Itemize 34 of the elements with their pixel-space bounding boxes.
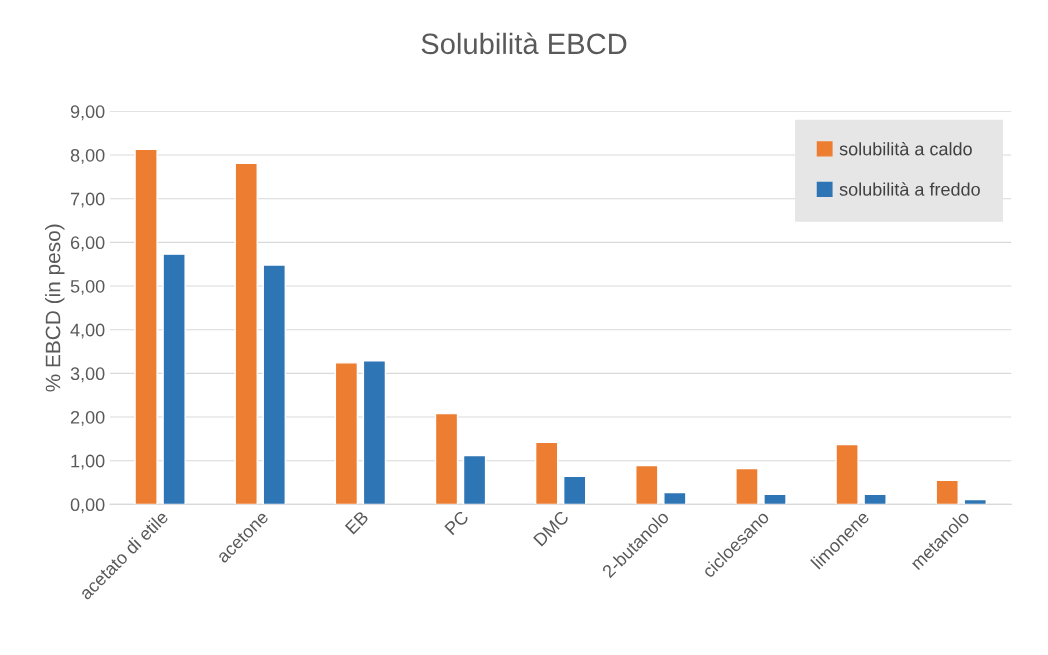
bar — [663, 491, 687, 505]
bar — [334, 362, 359, 505]
bar — [362, 359, 387, 505]
bar — [835, 443, 859, 505]
y-tick-label: 2,00 — [70, 410, 105, 426]
bar — [262, 264, 286, 505]
bar — [234, 162, 258, 505]
bar — [134, 148, 158, 505]
bar — [963, 498, 987, 505]
bar — [462, 454, 487, 505]
y-tick-label: 5,00 — [70, 279, 105, 295]
y-tick-label: 7,00 — [70, 192, 105, 208]
y-tick-label: 9,00 — [70, 105, 105, 121]
y-axis-title: % EBCD (in peso) — [45, 224, 65, 392]
legend-label: solubilità a caldo — [839, 141, 972, 156]
bar — [635, 464, 659, 505]
legend-label: solubilità a freddo — [839, 182, 980, 196]
bar — [434, 412, 459, 505]
bar — [763, 493, 787, 505]
bar — [935, 479, 959, 505]
bar — [863, 493, 887, 505]
x-tick-label: PC — [444, 510, 470, 536]
y-tick-label: 4,00 — [70, 323, 105, 339]
y-tick-label: 3,00 — [70, 367, 105, 383]
y-tick-label: 8,00 — [70, 148, 105, 164]
y-tick-label: 1,00 — [71, 454, 105, 470]
bar — [562, 475, 587, 505]
chart-title: Solubilità EBCD — [421, 32, 627, 55]
x-tick-label: EB — [344, 510, 369, 535]
bar — [534, 441, 559, 505]
y-tick-label: 0,00 — [70, 498, 105, 514]
y-tick-label: 6,00 — [70, 236, 105, 252]
bar — [162, 253, 186, 505]
bar — [735, 467, 759, 505]
